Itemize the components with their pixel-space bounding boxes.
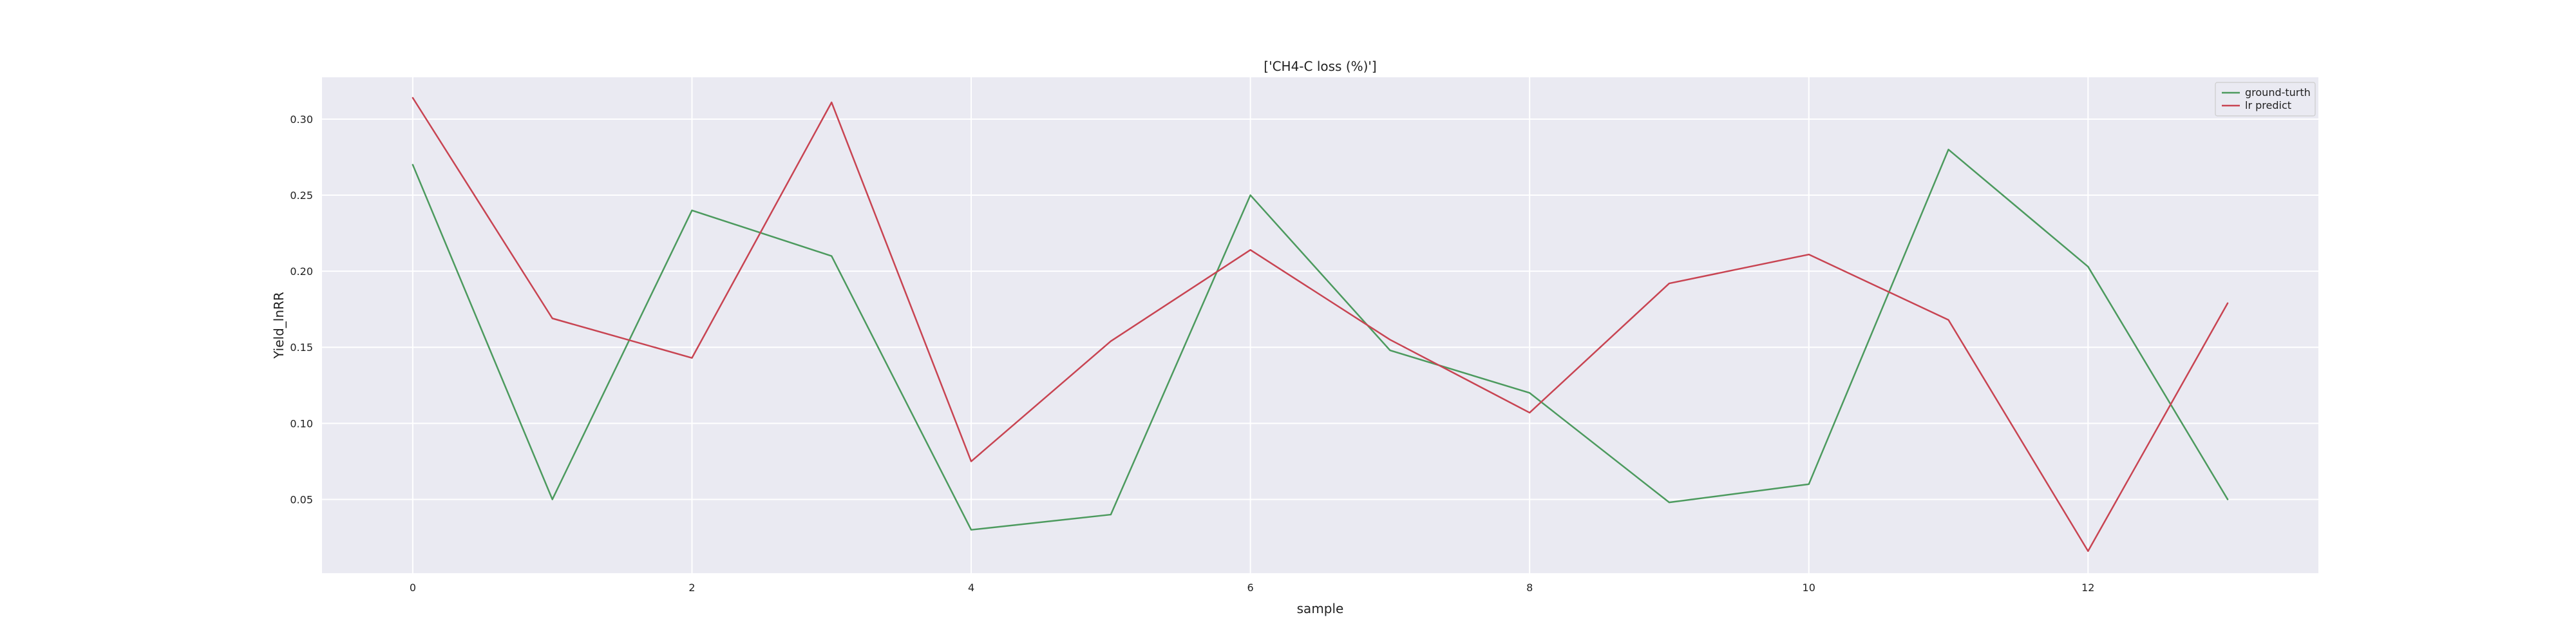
- plot-background: [322, 77, 2318, 573]
- series-line-lr-predict: [412, 97, 2229, 553]
- x-tick-label-5: 10: [1803, 582, 1815, 594]
- x-tick-label-2: 4: [968, 582, 974, 594]
- x-tick-label-0: 0: [410, 582, 416, 594]
- y-tick-label-2: 0.15: [290, 341, 313, 354]
- x-tick-label-3: 6: [1247, 582, 1254, 594]
- legend-box: [2215, 82, 2316, 117]
- legend-label-1: lr predict: [2245, 99, 2291, 111]
- x-tick-label-1: 2: [688, 582, 695, 594]
- chart-title: ['CH4-C loss (%)']: [1264, 59, 1376, 74]
- x-tick-label-4: 8: [1526, 582, 1533, 594]
- x-axis-label: sample: [1297, 601, 1344, 616]
- y-axis-label: Yield_lnRR: [271, 292, 287, 359]
- y-tick-label-1: 0.10: [290, 417, 313, 430]
- y-tick-label-0: 0.05: [290, 493, 313, 506]
- legend-label-0: ground-turth: [2245, 86, 2311, 99]
- series-line-ground-turth: [412, 148, 2229, 531]
- grid-lines: [322, 77, 2318, 573]
- y-tick-label-4: 0.25: [290, 189, 313, 202]
- y-tick-label-5: 0.30: [290, 113, 313, 126]
- x-tick-label-6: 12: [2081, 582, 2094, 594]
- y-tick-label-3: 0.20: [290, 265, 313, 278]
